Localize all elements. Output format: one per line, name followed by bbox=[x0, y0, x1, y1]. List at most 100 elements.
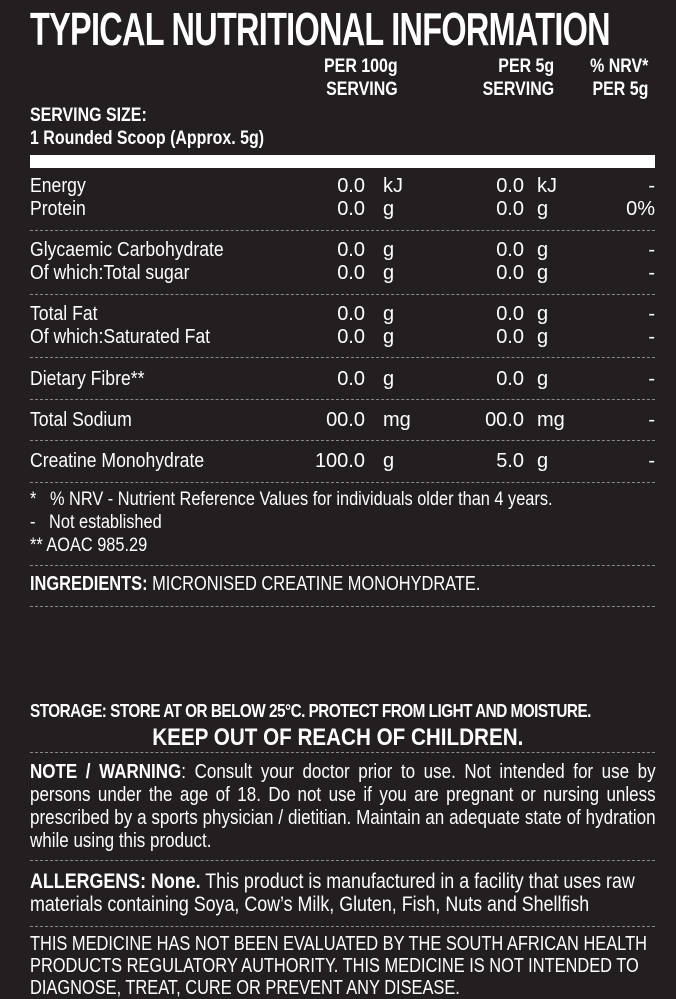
value-per-100g: 0.0 bbox=[337, 326, 365, 348]
header-bar bbox=[30, 155, 655, 168]
disclaimer-text: THIS MEDICINE HAS NOT BEEN EVALUATED BY … bbox=[30, 933, 647, 999]
unit-per-5g: g bbox=[537, 450, 549, 472]
table-row: Glycaemic Carbohydrate 0.0 g 0.0 g - bbox=[0, 239, 676, 262]
unit-per-100g: g bbox=[383, 239, 395, 261]
table-row: Of which:Saturated Fat 0.0 g 0.0 g - bbox=[0, 326, 676, 349]
nutrient-name: Of which:Total sugar bbox=[30, 262, 190, 284]
keep-out-text: KEEP OUT OF REACH OF CHILDREN. bbox=[152, 724, 524, 751]
unit-per-100g: g bbox=[383, 262, 395, 284]
unit-per-100g: g bbox=[383, 450, 395, 472]
serving-size-value: 1 Rounded Scoop (Approx. 5g) bbox=[30, 128, 265, 149]
value-per-5g: 5.0 bbox=[496, 450, 524, 472]
footnote: ** AOAC 985.29 bbox=[30, 535, 148, 556]
value-per-100g: 0.0 bbox=[337, 198, 365, 220]
divider bbox=[30, 565, 655, 566]
footnotes: * % NRV - Nutrient Reference Values for … bbox=[30, 488, 638, 557]
unit-per-100g: g bbox=[383, 326, 395, 348]
keep-out-warning: KEEP OUT OF REACH OF CHILDREN. bbox=[0, 724, 676, 752]
allergens-body: This product is manufactured in a facili… bbox=[30, 870, 635, 916]
nutrient-name: Of which:Saturated Fat bbox=[30, 326, 211, 348]
nrv-value: - bbox=[648, 450, 655, 472]
table-row: Protein 0.0 g 0.0 g 0% bbox=[0, 198, 676, 221]
unit-per-5g: g bbox=[537, 303, 549, 325]
unit-per-5g: g bbox=[537, 198, 549, 220]
nrv-value: - bbox=[648, 368, 655, 390]
header-line: % NRV* bbox=[589, 56, 648, 77]
header-line: SERVING bbox=[482, 79, 554, 100]
value-per-100g: 0.0 bbox=[337, 175, 365, 197]
unit-per-100g: mg bbox=[383, 409, 411, 431]
allergens-text: ALLERGENS: None. This product is manufac… bbox=[30, 870, 676, 916]
warning-body: : Consult your doctor prior to use. Not … bbox=[30, 761, 656, 852]
divider bbox=[30, 230, 655, 231]
column-header-per-5g: PER 5g SERVING bbox=[469, 55, 554, 101]
nutrient-name: Total Fat bbox=[30, 303, 98, 325]
table-row: Total Fat 0.0 g 0.0 g - bbox=[0, 303, 676, 326]
value-per-5g: 0.0 bbox=[496, 262, 524, 284]
nrv-value: - bbox=[648, 175, 655, 197]
storage-line: STORAGE: STORE AT OR BELOW 25°C. PROTECT… bbox=[30, 701, 591, 721]
divider bbox=[30, 606, 655, 607]
nrv-value: - bbox=[648, 303, 655, 325]
nrv-value: - bbox=[648, 239, 655, 261]
divider bbox=[30, 399, 655, 400]
nutrient-name: Creatine Monohydrate bbox=[30, 450, 205, 472]
table-row: Of which:Total sugar 0.0 g 0.0 g - bbox=[0, 262, 676, 285]
table-row: Dietary Fibre** 0.0 g 0.0 g - bbox=[0, 368, 676, 391]
nrv-value: 0% bbox=[626, 198, 655, 220]
value-per-100g: 0.0 bbox=[337, 368, 365, 390]
value-per-100g: 00.0 bbox=[326, 409, 365, 431]
unit-per-5g: g bbox=[537, 262, 549, 284]
value-per-5g: 00.0 bbox=[485, 409, 524, 431]
warning-label: NOTE / WARNING bbox=[30, 761, 182, 783]
footnote: * % NRV - Nutrient Reference Values for … bbox=[30, 489, 553, 510]
header-line: PER 5g bbox=[592, 79, 648, 100]
value-per-5g: 0.0 bbox=[496, 175, 524, 197]
value-per-5g: 0.0 bbox=[496, 239, 524, 261]
unit-per-5g: kJ bbox=[537, 175, 557, 197]
header-line: SERVING bbox=[326, 79, 398, 100]
value-per-100g: 100.0 bbox=[314, 450, 365, 472]
page-title: TYPICAL NUTRITIONAL INFORMATION bbox=[30, 3, 611, 55]
header-line: PER 5g bbox=[498, 56, 554, 77]
value-per-5g: 0.0 bbox=[496, 198, 524, 220]
ingredients: INGREDIENTS: MICRONISED CREATINE MONOHYD… bbox=[30, 573, 579, 596]
value-per-5g: 0.0 bbox=[496, 368, 524, 390]
nrv-value: - bbox=[648, 262, 655, 284]
divider bbox=[30, 357, 655, 358]
divider bbox=[30, 860, 655, 861]
table-row: Creatine Monohydrate 100.0 g 5.0 g - bbox=[0, 450, 676, 473]
nrv-value: - bbox=[648, 326, 655, 348]
nutrient-name: Energy bbox=[30, 175, 86, 197]
unit-per-100g: g bbox=[383, 198, 395, 220]
serving-size: SERVING SIZE: 1 Rounded Scoop (Approx. 5g… bbox=[30, 104, 309, 150]
unit-per-5g: g bbox=[537, 368, 549, 390]
allergens-label: ALLERGENS: None. bbox=[30, 870, 201, 893]
value-per-100g: 0.0 bbox=[337, 262, 365, 284]
table-row: Total Sodium 00.0 mg 00.0 mg - bbox=[0, 409, 676, 432]
unit-per-100g: g bbox=[383, 368, 395, 390]
value-per-5g: 0.0 bbox=[496, 303, 524, 325]
header-line: PER 100g bbox=[324, 56, 398, 77]
unit-per-5g: mg bbox=[537, 409, 565, 431]
column-header-per-100g: PER 100g SERVING bbox=[310, 55, 398, 101]
divider bbox=[30, 926, 655, 927]
value-per-5g: 0.0 bbox=[496, 326, 524, 348]
ingredients-label: INGREDIENTS: bbox=[30, 573, 148, 595]
nutrient-name: Total Sodium bbox=[30, 409, 132, 431]
unit-per-100g: kJ bbox=[383, 175, 403, 197]
column-header-nrv: % NRV* PER 5g bbox=[579, 55, 648, 101]
nutrient-name: Glycaemic Carbohydrate bbox=[30, 239, 224, 261]
unit-per-5g: g bbox=[537, 326, 549, 348]
unit-per-5g: g bbox=[537, 239, 549, 261]
divider bbox=[30, 752, 655, 753]
nutrient-name: Dietary Fibre** bbox=[30, 368, 145, 390]
nrv-value: - bbox=[648, 409, 655, 431]
table-row: Energy 0.0 kJ 0.0 kJ - bbox=[0, 175, 676, 198]
nutrient-name: Protein bbox=[30, 198, 86, 220]
warning-text: NOTE / WARNING: Consult your doctor prio… bbox=[30, 761, 656, 853]
serving-size-label: SERVING SIZE: bbox=[30, 105, 147, 126]
ingredients-text: MICRONISED CREATINE MONOHYDRATE. bbox=[147, 573, 481, 595]
value-per-100g: 0.0 bbox=[337, 303, 365, 325]
value-per-100g: 0.0 bbox=[337, 239, 365, 261]
